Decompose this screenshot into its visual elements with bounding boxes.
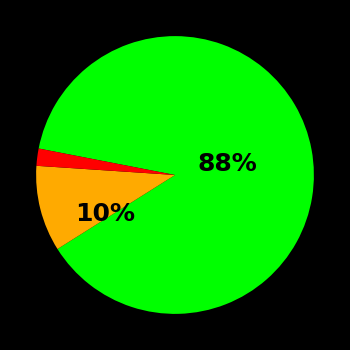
Text: 88%: 88% — [198, 152, 258, 176]
Wedge shape — [36, 148, 175, 175]
Wedge shape — [36, 166, 175, 249]
Text: 10%: 10% — [76, 202, 135, 226]
Wedge shape — [38, 36, 314, 314]
